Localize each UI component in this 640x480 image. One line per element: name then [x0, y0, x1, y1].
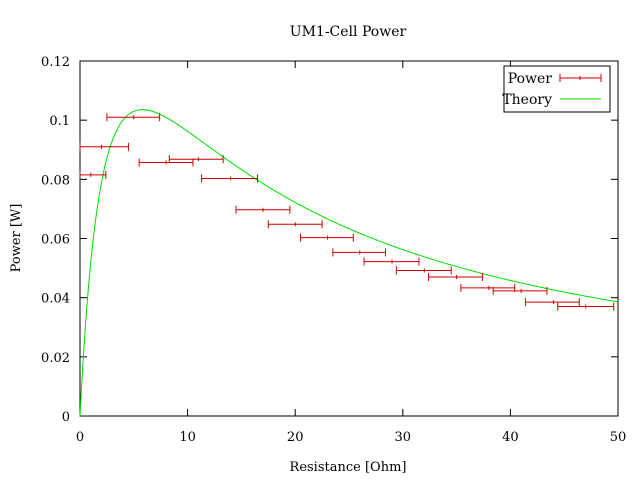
data-point	[79, 142, 129, 151]
y-tick-label: 0.04	[41, 292, 70, 307]
x-tick-label: 50	[610, 430, 627, 445]
legend: Power Theory	[502, 65, 611, 113]
y-tick-label: 0	[62, 410, 70, 425]
data-point	[201, 174, 259, 183]
data-point	[363, 257, 420, 266]
data-point	[428, 272, 483, 281]
legend-label-theory: Theory	[502, 92, 552, 108]
data-point	[492, 286, 548, 295]
theory-curve	[79, 109, 619, 417]
data-point	[300, 233, 354, 242]
legend-box	[503, 65, 611, 113]
data-point	[524, 298, 580, 307]
x-axis-label: Resistance [Ohm]	[290, 460, 407, 475]
x-tick-label: 10	[179, 430, 196, 445]
data-point	[79, 170, 107, 179]
x-tick-label: 20	[287, 430, 304, 445]
x-tick-label: 0	[76, 430, 84, 445]
data-point	[106, 113, 161, 122]
chart-title: UM1-Cell Power	[290, 24, 407, 40]
data-point	[557, 302, 615, 311]
y-tick-label: 0.08	[41, 173, 70, 188]
y-tick-label: 0.1	[49, 114, 70, 129]
data-point	[332, 248, 387, 257]
data-point	[138, 158, 194, 167]
y-tick-label: 0.06	[41, 233, 70, 248]
data-point	[235, 205, 291, 214]
data-point	[267, 220, 323, 229]
y-axis-label: Power [W]	[9, 204, 24, 273]
legend-label-power: Power	[508, 71, 553, 87]
data-point	[395, 266, 452, 275]
data-point	[168, 155, 224, 164]
y-tick-label: 0.02	[41, 351, 70, 366]
x-tick-label: 30	[395, 430, 412, 445]
y-tick-label: 0.12	[41, 55, 70, 70]
x-tick-label: 40	[502, 430, 519, 445]
